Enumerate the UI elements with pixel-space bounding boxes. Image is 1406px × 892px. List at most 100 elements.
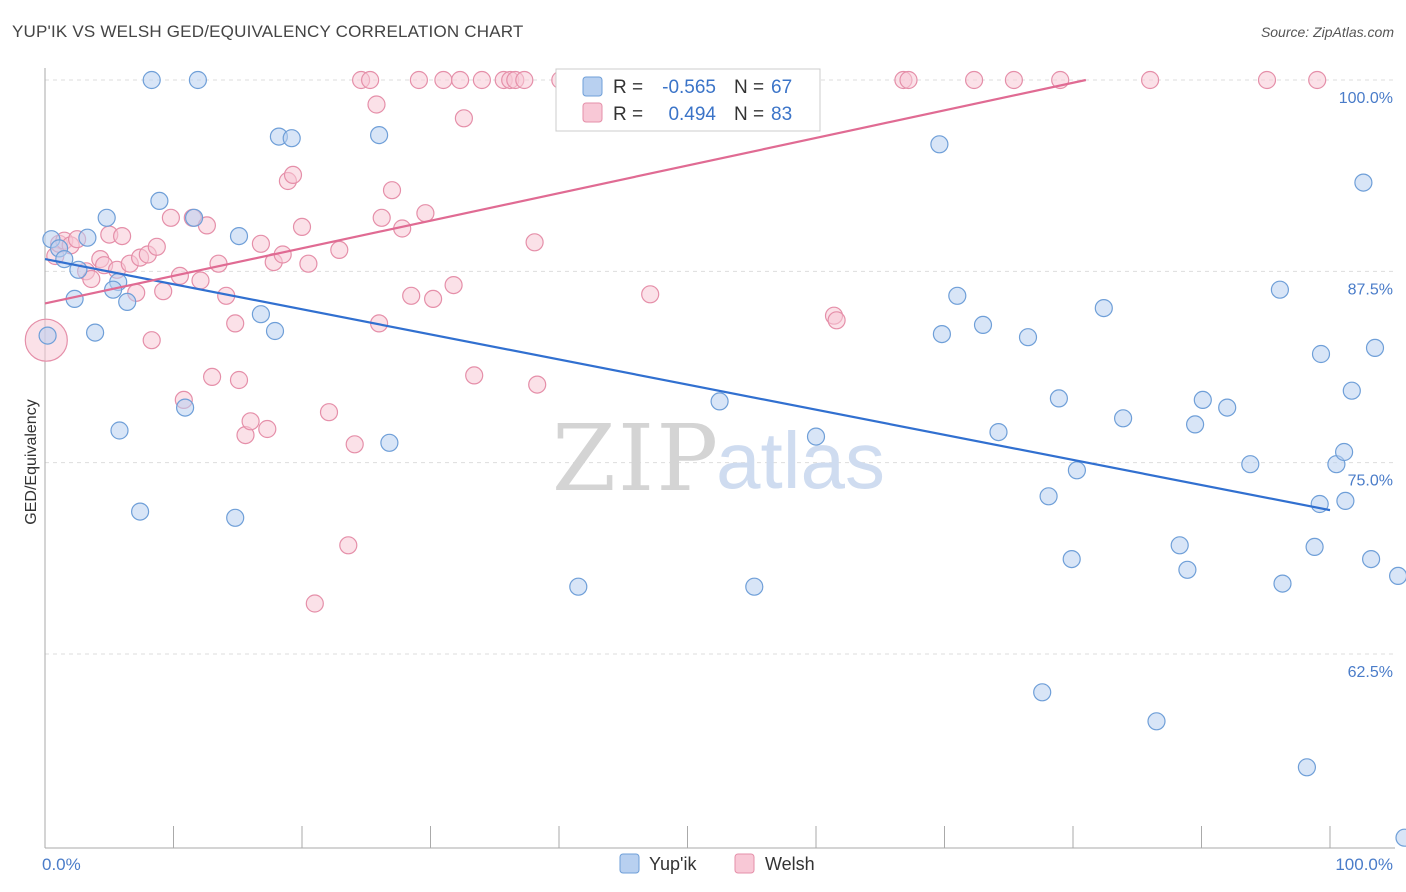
welsh-point xyxy=(1140,70,1160,90)
yupik-point xyxy=(1218,398,1237,417)
welsh-point xyxy=(209,254,228,273)
welsh-point xyxy=(1004,70,1024,90)
welsh-point xyxy=(424,289,443,308)
yupik-point xyxy=(1067,461,1087,480)
yupik-point xyxy=(930,135,949,154)
welsh-points xyxy=(24,70,1327,613)
welsh-point xyxy=(292,217,312,236)
yupik-point xyxy=(370,126,389,145)
chart-title: YUP'IK VS WELSH GED/EQUIVALENCY CORRELAT… xyxy=(12,22,524,41)
yupik-point xyxy=(1241,455,1260,474)
legend-label-yupik: Yup'ik xyxy=(649,854,697,874)
yupik-point xyxy=(1305,537,1324,557)
yupik-point xyxy=(745,577,764,596)
welsh-point xyxy=(319,403,339,422)
yupik-point xyxy=(1049,389,1069,408)
legend-swatch-welsh xyxy=(734,853,755,874)
stats-swatch-yupik xyxy=(582,76,603,97)
x-tick-labels: 0.0% 100.0% xyxy=(42,855,1393,874)
yupik-point xyxy=(1062,549,1081,569)
watermark: ZIP atlas xyxy=(552,405,885,512)
welsh-point xyxy=(112,227,132,246)
welsh-point xyxy=(229,370,249,390)
welsh-point xyxy=(451,70,470,90)
welsh-point xyxy=(1308,70,1327,90)
yupik-point xyxy=(1039,487,1058,506)
yupik-point xyxy=(229,227,249,246)
y-axis-title: GED/Equivalency xyxy=(23,399,40,524)
yupik-point xyxy=(1311,344,1331,364)
y-tick-label-3: 62.5% xyxy=(1348,664,1393,681)
welsh-point xyxy=(367,95,386,114)
welsh-point xyxy=(899,70,918,90)
yupik-point xyxy=(185,208,204,227)
welsh-point xyxy=(964,70,984,90)
welsh-point xyxy=(283,165,303,184)
yupik-point xyxy=(1334,442,1354,462)
y-tick-label-1: 87.5% xyxy=(1348,281,1393,298)
yupik-point xyxy=(1193,390,1212,409)
welsh-point xyxy=(454,109,473,128)
welsh-point xyxy=(409,70,428,90)
yupik-point xyxy=(150,191,169,210)
yupik-point xyxy=(118,292,137,311)
welsh-point xyxy=(339,536,358,555)
yupik-point xyxy=(380,433,399,452)
welsh-point xyxy=(416,204,435,223)
welsh-point xyxy=(258,419,277,439)
yupik-point xyxy=(282,129,301,148)
welsh-point xyxy=(528,375,547,394)
stats-r-label-welsh: R = xyxy=(613,104,643,125)
stats-n-value-yupik: 67 xyxy=(771,77,792,98)
yupik-point xyxy=(251,305,270,324)
welsh-point xyxy=(251,234,270,253)
welsh-point xyxy=(345,435,364,454)
yupik-point xyxy=(38,326,57,345)
yupik-point xyxy=(176,398,195,417)
yupik-point xyxy=(131,502,150,521)
stats-legend: R = -0.565 N = 67 R = 0.494 N = 83 xyxy=(555,68,821,132)
welsh-point xyxy=(827,311,846,330)
welsh-point xyxy=(161,208,180,227)
x-tick-label-0: 0.0% xyxy=(42,855,81,874)
welsh-point xyxy=(1257,70,1277,90)
yupik-point xyxy=(1297,758,1317,777)
stats-r-value-welsh: 0.494 xyxy=(668,104,716,125)
welsh-point xyxy=(382,181,402,200)
yupik-point xyxy=(948,286,967,305)
stats-r-value-yupik: -0.565 xyxy=(662,77,716,98)
yupik-point xyxy=(710,392,729,411)
yupik-point xyxy=(973,315,993,334)
yupik-point xyxy=(1185,415,1205,434)
welsh-point xyxy=(372,208,391,227)
yupik-point xyxy=(85,323,105,342)
yupik-point xyxy=(1094,299,1113,318)
yupik-point xyxy=(1033,683,1052,702)
bottom-legend: Yup'ik Welsh xyxy=(619,853,815,874)
welsh-trend-line xyxy=(44,78,1087,305)
yupik-point xyxy=(806,427,826,446)
welsh-point xyxy=(154,282,173,301)
yupik-points xyxy=(38,70,1406,847)
welsh-point xyxy=(444,276,463,295)
yupik-point xyxy=(569,577,588,596)
welsh-point xyxy=(402,286,421,305)
welsh-point xyxy=(241,412,260,431)
trend-lines xyxy=(44,78,1331,512)
yupik-point xyxy=(989,423,1008,442)
welsh-point xyxy=(147,237,166,256)
y-tick-label-0: 100.0% xyxy=(1339,90,1393,107)
yupik-point xyxy=(1365,338,1385,357)
yupik-point xyxy=(110,421,129,440)
yupik-point xyxy=(78,228,97,247)
welsh-point xyxy=(472,70,491,90)
y-tick-label-2: 75.0% xyxy=(1348,473,1393,490)
x-tick-label-1: 100.0% xyxy=(1335,855,1393,874)
welsh-point xyxy=(330,240,349,259)
watermark-zip: ZIP xyxy=(552,405,720,512)
yupik-point xyxy=(265,321,285,341)
welsh-point xyxy=(641,285,660,304)
yupik-point xyxy=(1147,712,1166,731)
welsh-point xyxy=(82,269,101,289)
